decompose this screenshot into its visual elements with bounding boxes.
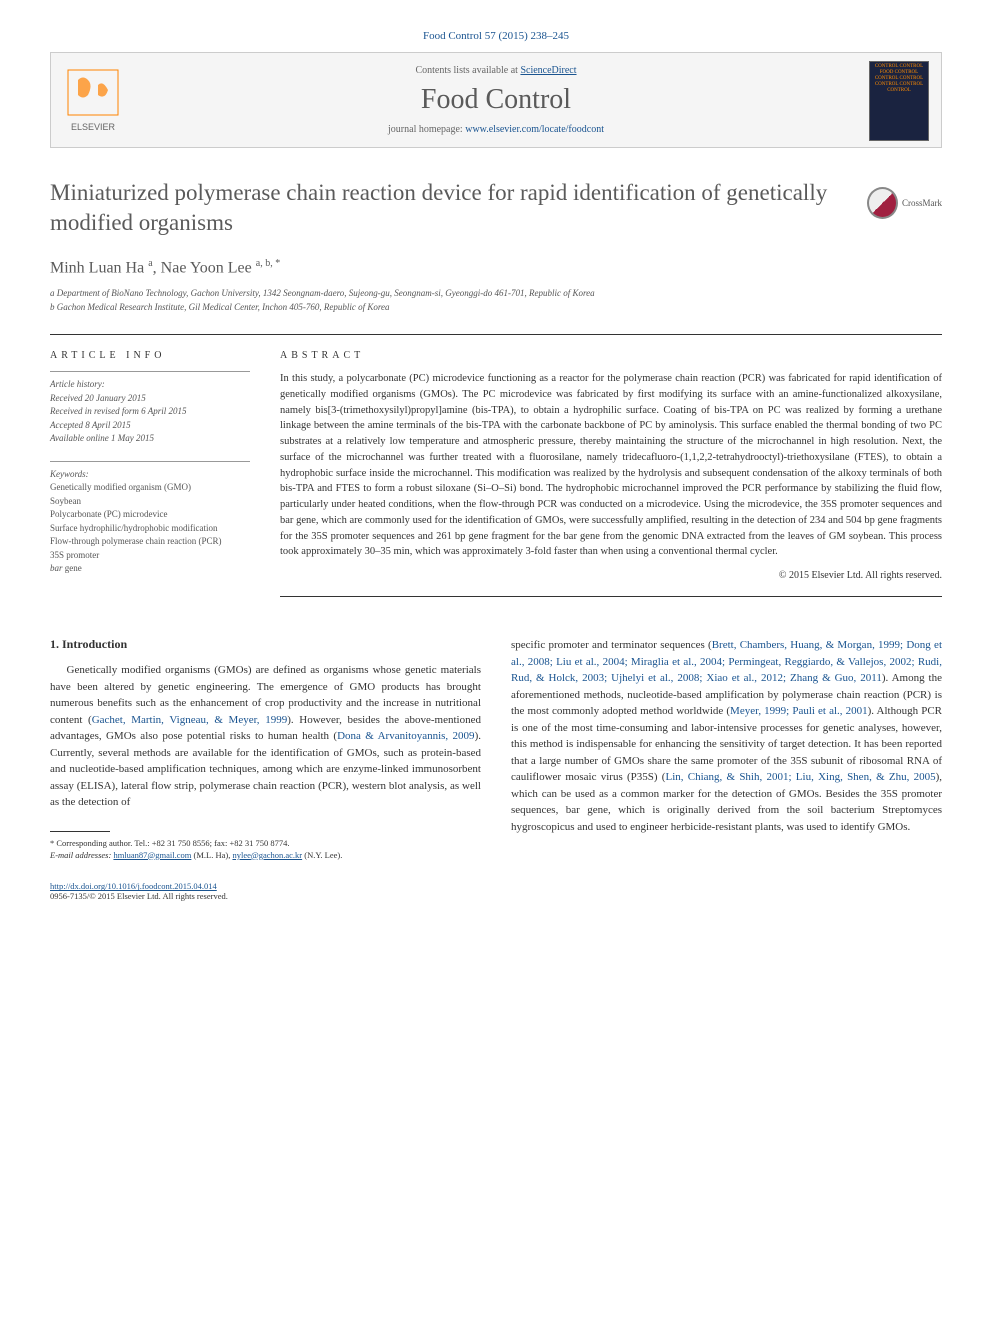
email-link-1[interactable]: hmluan87@gmail.com [113,850,191,860]
keyword-item: bar gene [50,562,250,576]
homepage-label: journal homepage: [388,124,465,135]
history-revised: Received in revised form 6 April 2015 [50,405,250,419]
email-who-2: (N.Y. Lee). [304,850,342,860]
citation-link[interactable]: Lin, Chiang, & Shih, 2001; Liu, Xing, Sh… [665,771,935,783]
email-link-2[interactable]: nylee@gachon.ac.kr [232,850,302,860]
article-info-label: ARTICLE INFO [50,350,250,361]
crossmark-icon [867,187,898,219]
corr-author-line: * Corresponding author. Tel.: +82 31 750… [50,838,481,850]
authors-line: Minh Luan Ha a, Nae Yoon Lee a, b, * [50,258,942,277]
page-footer: http://dx.doi.org/10.1016/j.foodcont.201… [50,881,942,901]
crossmark-label: CrossMark [902,198,942,208]
right-column: specific promoter and terminator sequenc… [511,637,942,861]
doi-link[interactable]: http://dx.doi.org/10.1016/j.foodcont.201… [50,881,217,891]
homepage-link[interactable]: www.elsevier.com/locate/foodcont [465,124,604,135]
keyword-item: Genetically modified organism (GMO) [50,481,250,495]
abstract-text: In this study, a polycarbonate (PC) micr… [280,371,942,560]
journal-header-box: ELSEVIER CONTROL CONTROL FOOD CONTROL CO… [50,52,942,148]
intro-text-4: specific promoter and terminator sequenc… [511,639,712,651]
main-content: 1. Introduction Genetically modified org… [50,637,942,861]
svg-text:ELSEVIER: ELSEVIER [71,122,116,132]
citation-link[interactable]: Meyer, 1999; Pauli et al., 2001 [730,705,868,717]
keyword-item: Soybean [50,495,250,509]
keyword-item: Flow-through polymerase chain reaction (… [50,535,250,549]
keywords-block: Keywords: Genetically modified organism … [50,461,250,576]
keywords-label: Keywords: [50,468,250,482]
article-header: CrossMark Miniaturized polymerase chain … [50,178,942,238]
article-info-column: ARTICLE INFO Article history: Received 2… [50,350,250,597]
affiliation-b: b Gachon Medical Research Institute, Gil… [50,301,942,315]
email-who-1: (M.L. Ha), [194,850,231,860]
crossmark-badge[interactable]: CrossMark [867,183,942,223]
abstract-column: ABSTRACT In this study, a polycarbonate … [280,350,942,597]
contents-text: Contents lists available at [415,65,520,76]
keyword-item: 35S promoter [50,549,250,563]
keyword-item: Surface hydrophilic/hydrophobic modifica… [50,522,250,536]
history-label: Article history: [50,378,250,392]
journal-cover-thumbnail: CONTROL CONTROL FOOD CONTROL CONTROL CON… [869,61,929,141]
footnote-separator [50,831,110,832]
intro-text-right: specific promoter and terminator sequenc… [511,637,942,835]
email-label: E-mail addresses: [50,850,111,860]
affiliation-a: a Department of BioNano Technology, Gach… [50,287,942,301]
elsevier-logo: ELSEVIER [63,65,123,135]
journal-homepage-line: journal homepage: www.elsevier.com/locat… [71,124,921,135]
article-history: Article history: Received 20 January 201… [50,371,250,446]
history-accepted: Accepted 8 April 2015 [50,419,250,433]
intro-text-left: Genetically modified organisms (GMOs) ar… [50,662,481,811]
issn-copyright: 0956-7135/© 2015 Elsevier Ltd. All right… [50,891,942,901]
article-title: Miniaturized polymerase chain reaction d… [50,178,942,238]
journal-name: Food Control [71,84,921,116]
history-online: Available online 1 May 2015 [50,432,250,446]
keyword-item: Polycarbonate (PC) microdevice [50,508,250,522]
citation-link[interactable]: Dona & Arvanitoyannis, 2009 [337,730,474,742]
left-column: 1. Introduction Genetically modified org… [50,637,481,861]
abstract-label: ABSTRACT [280,350,942,361]
copyright-line: © 2015 Elsevier Ltd. All rights reserved… [280,570,942,581]
contents-available-line: Contents lists available at ScienceDirec… [71,65,921,76]
corresponding-author-footnote: * Corresponding author. Tel.: +82 31 750… [50,838,481,862]
citation-link[interactable]: Gachet, Martin, Vigneau, & Meyer, 1999 [92,714,288,726]
affiliations: a Department of BioNano Technology, Gach… [50,287,942,314]
citation-header: Food Control 57 (2015) 238–245 [50,30,942,42]
intro-heading: 1. Introduction [50,637,481,652]
sciencedirect-link[interactable]: ScienceDirect [520,65,576,76]
history-received: Received 20 January 2015 [50,392,250,406]
